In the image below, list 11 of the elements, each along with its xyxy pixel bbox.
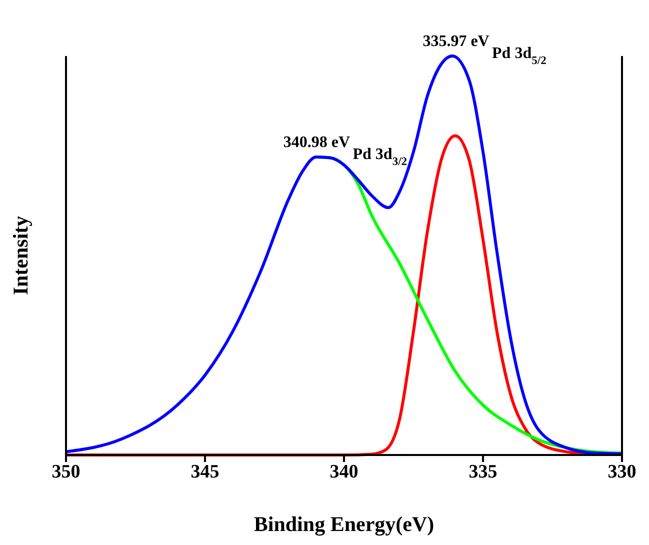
x-tick-label: 350 [52, 461, 80, 482]
x-tick-label: 335 [468, 461, 498, 482]
annotation: Pd 3d$_{5/2}$ [492, 45, 547, 67]
x-tick-label: 340 [330, 461, 358, 482]
y-axis-title: Intensity [8, 215, 32, 296]
x-axis-title: Binding Energy(eV) [254, 512, 434, 536]
annotation: Pd 3d$_{3/2}$ [352, 146, 408, 168]
x-tick-label: 345 [190, 461, 220, 482]
annotation: 335.97 eV [422, 33, 490, 50]
x-tick-label: 330 [608, 461, 636, 482]
annotation: 340.98 eV [283, 134, 351, 151]
